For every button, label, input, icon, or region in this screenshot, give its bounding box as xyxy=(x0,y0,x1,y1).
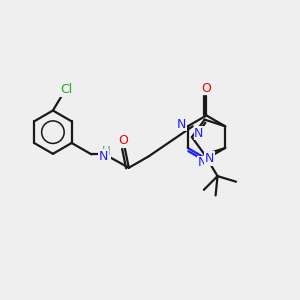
Text: H: H xyxy=(102,145,111,158)
Text: O: O xyxy=(202,82,212,95)
Text: N: N xyxy=(205,152,214,165)
Text: O: O xyxy=(118,134,128,147)
Text: Cl: Cl xyxy=(61,83,73,96)
Text: N: N xyxy=(177,118,187,131)
Text: N: N xyxy=(194,127,203,140)
Text: N: N xyxy=(99,150,108,163)
Text: N: N xyxy=(198,156,207,169)
